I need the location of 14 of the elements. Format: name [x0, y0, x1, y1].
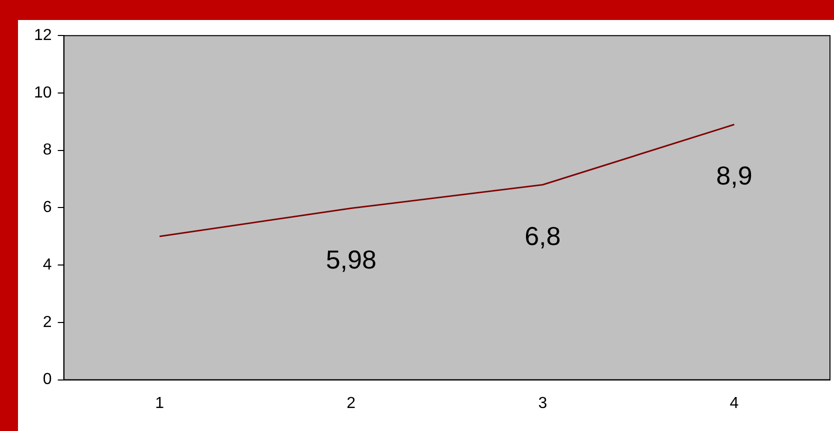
y-tick-label: 8 — [42, 142, 52, 159]
y-tick-label: 10 — [34, 84, 52, 102]
y-tick-label: 0 — [42, 371, 52, 388]
y-tick-label: 2 — [42, 314, 52, 331]
x-tick-label: 1 — [155, 394, 164, 412]
data-label: 6,8 — [524, 220, 561, 251]
x-tick-label: 2 — [346, 394, 356, 412]
y-tick-label: 12 — [34, 27, 52, 44]
data-label: 5,98 — [326, 244, 376, 274]
y-tick-label: 6 — [42, 199, 52, 216]
x-tick-label: 3 — [538, 394, 548, 412]
y-tick-label: 4 — [42, 256, 52, 274]
data-label: 8,9 — [716, 160, 752, 191]
x-tick-label: 4 — [730, 394, 739, 412]
